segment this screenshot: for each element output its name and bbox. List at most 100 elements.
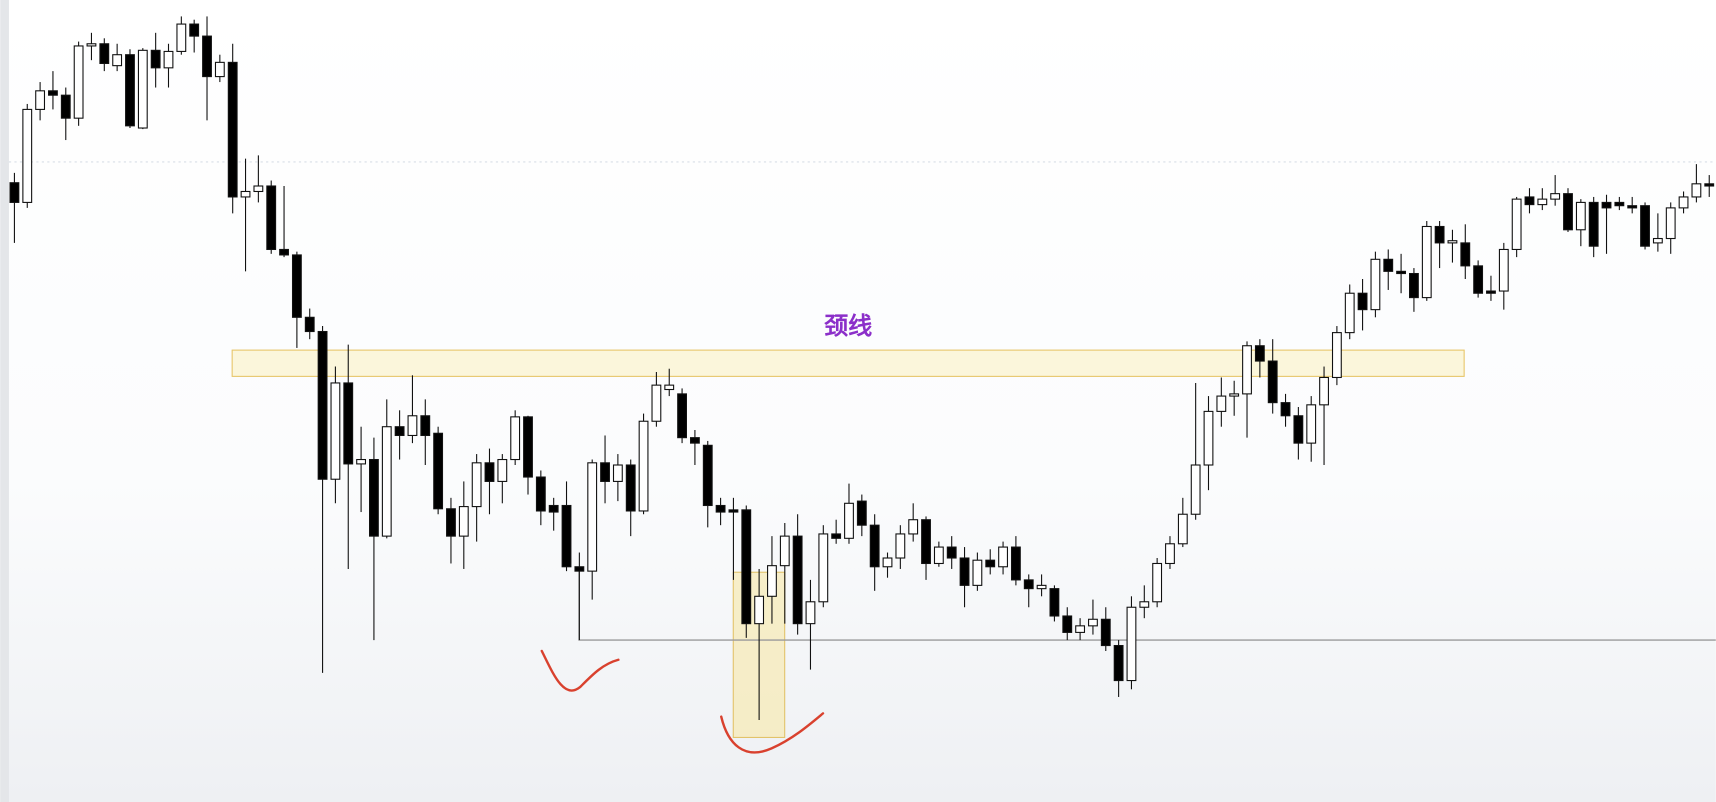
candle-body <box>227 61 238 198</box>
candle-body <box>1383 258 1394 272</box>
candle-body <box>792 535 803 625</box>
candle-body <box>882 557 893 568</box>
neckline-label: 颈线 <box>824 312 872 340</box>
candle-body <box>574 566 585 572</box>
candle-body <box>587 462 598 572</box>
candle-body <box>715 504 726 513</box>
candle-body <box>767 565 777 597</box>
candle-body <box>754 595 765 625</box>
candle-body <box>972 559 983 586</box>
candle-body <box>1152 562 1163 603</box>
candle-body <box>471 462 482 508</box>
candle-body <box>1575 201 1586 231</box>
candle-body <box>1486 290 1496 294</box>
candle-body <box>1447 240 1458 244</box>
candle-body <box>1434 225 1445 244</box>
candle-body <box>1498 248 1509 292</box>
candle-body <box>86 43 97 47</box>
candle-body <box>189 23 200 37</box>
candle-body <box>1652 237 1663 244</box>
candle-body <box>497 458 508 482</box>
candle-body <box>1678 196 1689 209</box>
candle-body <box>805 601 816 625</box>
candle-body <box>1665 207 1676 240</box>
candle-body <box>1165 543 1175 565</box>
candle-body <box>510 416 521 461</box>
candle-body <box>1396 270 1407 275</box>
candle-body <box>279 248 289 256</box>
candles <box>9 16 1715 720</box>
candle-body <box>99 43 110 65</box>
candle-body <box>1126 606 1137 682</box>
candle-body <box>266 185 277 251</box>
left-edge <box>0 0 9 802</box>
candle-body <box>356 458 367 465</box>
candle-body <box>1319 376 1329 406</box>
candle-body <box>625 464 636 512</box>
candle-body <box>638 420 649 512</box>
candle-body <box>612 464 623 482</box>
hand-mark <box>540 649 620 692</box>
candle-body <box>1254 345 1265 362</box>
candle-body <box>818 533 829 603</box>
candle-body <box>394 426 405 437</box>
candle-body <box>921 519 931 565</box>
neckline-band <box>231 349 1465 377</box>
candle-body <box>1293 415 1304 444</box>
candle-body <box>420 415 431 437</box>
candle-body <box>125 54 135 127</box>
candle-body <box>1267 360 1278 404</box>
candle-body <box>1344 292 1355 334</box>
candle-body <box>689 437 700 444</box>
candle-body <box>369 458 379 537</box>
candle-body <box>561 504 572 568</box>
candle-body <box>600 462 610 482</box>
candle-body <box>1640 205 1650 247</box>
candle-body <box>150 49 161 69</box>
candle-body <box>343 382 354 465</box>
candle-body <box>163 50 174 69</box>
candle-body <box>1139 601 1150 608</box>
candle-body <box>304 316 315 333</box>
candle-body <box>1229 393 1240 397</box>
candle-body <box>317 330 328 480</box>
candle-body <box>831 533 842 539</box>
hand-mark <box>720 712 825 754</box>
candle-body <box>1177 513 1188 545</box>
candle-body <box>1023 579 1034 590</box>
candle-body <box>1113 644 1124 682</box>
candle-body <box>535 476 546 512</box>
candle-body <box>112 54 123 67</box>
candle-body <box>48 90 58 96</box>
candle-body <box>1537 198 1548 206</box>
candle-body <box>1190 464 1201 515</box>
candle-body <box>1627 205 1638 209</box>
candle-body <box>856 500 867 526</box>
candle-body <box>1473 265 1484 294</box>
candle-body <box>664 384 675 391</box>
candle-body <box>35 90 46 110</box>
candle-body <box>548 504 559 513</box>
candle-body <box>933 546 944 565</box>
candle-body <box>137 49 148 129</box>
candle-body <box>1550 193 1561 200</box>
candle-body <box>1524 196 1535 206</box>
candle-body <box>1075 625 1086 633</box>
candle-body <box>1588 201 1599 247</box>
candle-body <box>1370 258 1381 311</box>
candle-body <box>1460 242 1471 267</box>
candle-body <box>1216 395 1227 412</box>
candle-body <box>1704 183 1715 187</box>
candle-body <box>1010 546 1021 581</box>
candle-body <box>946 546 957 559</box>
candle-body <box>1563 193 1573 231</box>
candle-body <box>176 23 187 52</box>
candle-body <box>22 108 33 203</box>
candle-body <box>253 185 264 193</box>
candle-body <box>291 254 302 318</box>
candle-body <box>202 35 212 78</box>
candle-body <box>677 393 688 439</box>
